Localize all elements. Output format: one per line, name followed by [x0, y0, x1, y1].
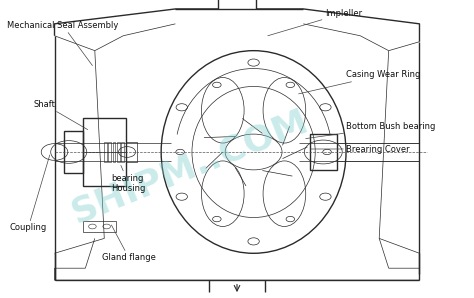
Text: SHIPM..COM: SHIPM..COM — [66, 104, 313, 230]
Text: Brearing Cover: Brearing Cover — [310, 145, 410, 153]
Bar — [104, 142, 107, 162]
Bar — [112, 142, 115, 162]
Text: Impleller: Impleller — [268, 9, 362, 36]
Text: Casing Wear Ring: Casing Wear Ring — [299, 70, 420, 94]
Bar — [64, 131, 83, 173]
Text: Coupling: Coupling — [9, 155, 50, 232]
Bar — [83, 221, 116, 232]
Text: Gland flange: Gland flange — [102, 225, 156, 262]
Bar — [117, 142, 119, 162]
Text: bearing
Housing: bearing Housing — [111, 165, 146, 193]
Bar — [126, 142, 137, 162]
Bar — [109, 142, 111, 162]
Text: Mechanical Seal Assembly: Mechanical Seal Assembly — [7, 21, 118, 66]
Bar — [310, 134, 337, 170]
Bar — [83, 118, 126, 186]
Bar — [121, 142, 124, 162]
Text: Bottom Bush bearing: Bottom Bush bearing — [306, 122, 436, 139]
Text: Shaft: Shaft — [33, 100, 88, 130]
